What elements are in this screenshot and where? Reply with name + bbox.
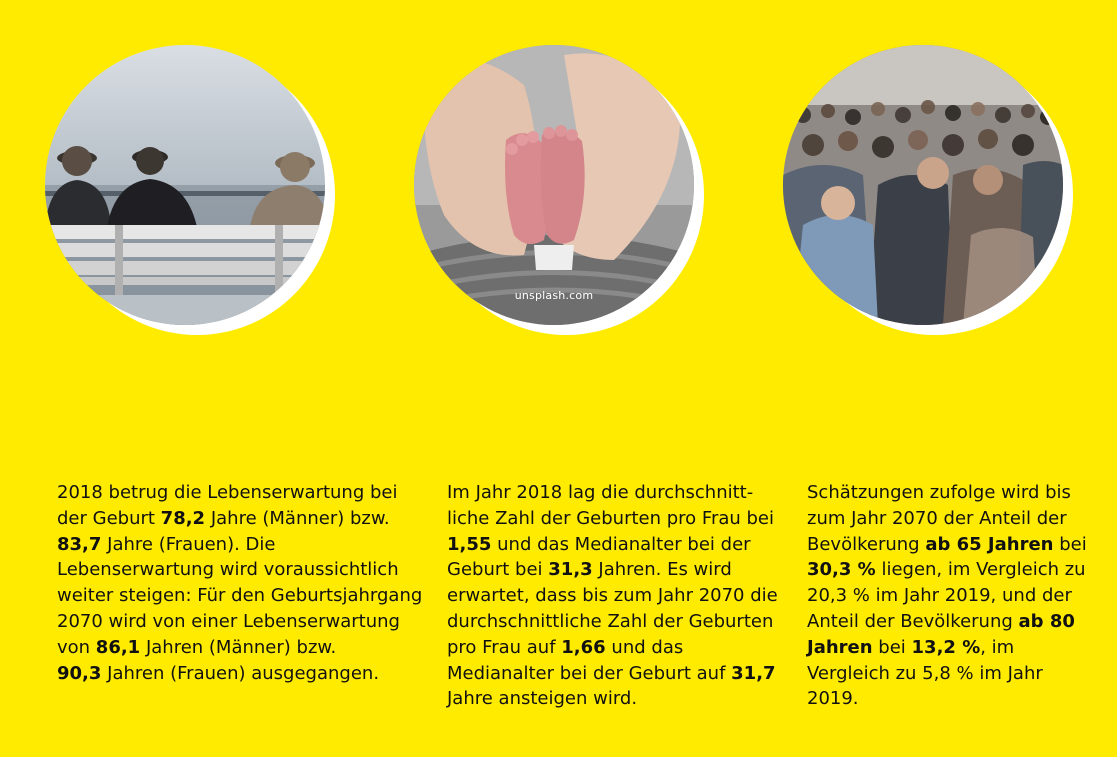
highlight-value: ab 65 Jahren — [925, 533, 1054, 555]
baby-feet-image — [414, 45, 694, 325]
highlight-value: 31,7 — [731, 662, 776, 684]
highlight-value: 1,66 — [561, 636, 606, 658]
text-segment: Jahre ansteigen wird. — [447, 688, 638, 710]
birth-rate-text: Im Jahr 2018 lag die durchschnitt-liche … — [447, 480, 792, 712]
crowd-image — [783, 45, 1063, 325]
highlight-value: 86,1 — [95, 636, 141, 658]
text-segment: liche Zahl der Geburten pro Frau bei — [447, 507, 775, 529]
photo-credit: unsplash.com — [514, 289, 594, 302]
text-segment: und das Medianalter bei der Geburt bei — [447, 533, 751, 581]
seniors-on-bench-image — [45, 45, 325, 325]
text-segment: Jahre (Männer) bzw. — [205, 507, 390, 529]
highlight-value: 1,55 — [447, 533, 492, 555]
highlight-value: 30,3 % — [807, 559, 876, 581]
highlight-value: 31,3 — [548, 559, 593, 581]
text-segment: , im Vergleich zu 5,8 % im Jahr 2019. — [807, 636, 1043, 710]
text-segment: Schätzungen zufolge wird bis zum Jahr 20… — [807, 482, 1071, 555]
text-segment: und das Medianalter bei der Geburt auf — [447, 636, 732, 684]
text-segment: Jahren. Es wird erwartet, dass bis zum J… — [447, 559, 778, 658]
highlight-value: 83,7 — [57, 533, 102, 555]
text-segment: bei — [872, 636, 912, 658]
elderly-population-text: Schätzungen zufolge wird bis zum Jahr 20… — [807, 480, 1097, 712]
text-segment: Jahren (Frauen) ausgegangen. — [101, 662, 380, 684]
seniors-on-bench-photo — [45, 45, 335, 335]
text-segment: bei — [1053, 533, 1087, 555]
text-segment: liegen, im Vergleich zu 20,3 % im Jahr 2… — [807, 559, 1086, 632]
highlight-value: ab 80 Jahren — [807, 610, 1075, 658]
life-expectancy-text: 2018 betrug die Lebenserwartung bei der … — [57, 480, 429, 686]
baby-feet-photo: unsplash.com — [414, 45, 704, 335]
text-segment: Im Jahr 2018 lag die durchschnitt- — [447, 482, 754, 503]
highlight-value: 90,3 — [57, 662, 102, 684]
text-segment: Jahren (Männer) bzw. — [140, 636, 337, 658]
text-segment: 2018 betrug die Lebenserwartung bei der … — [57, 482, 398, 529]
highlight-value: 78,2 — [160, 507, 206, 529]
crowd-photo — [783, 45, 1073, 335]
text-segment: Jahre (Frauen). Die Lebenserwartung wird… — [57, 533, 423, 658]
highlight-value: 13,2 % — [911, 636, 981, 658]
